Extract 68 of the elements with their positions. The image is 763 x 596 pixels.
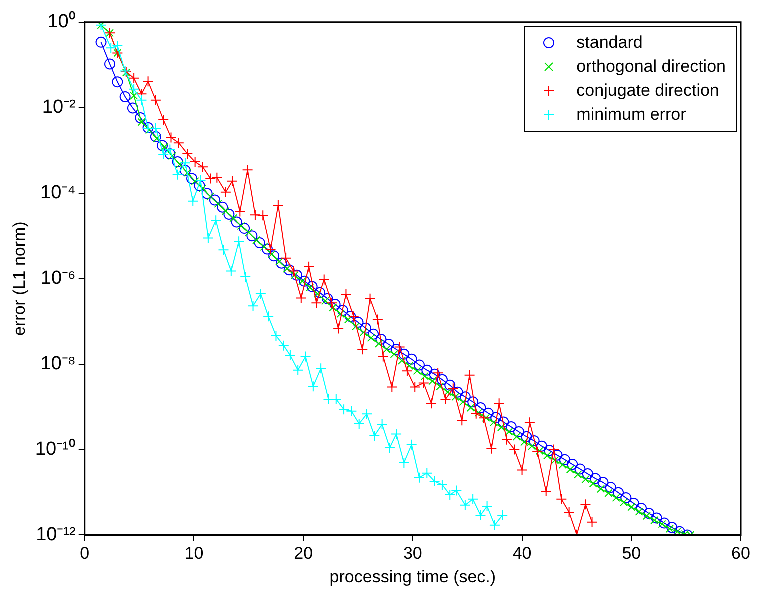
point [482, 500, 493, 512]
point [414, 472, 425, 484]
point [292, 364, 304, 376]
point [263, 311, 274, 322]
point [497, 510, 508, 521]
point [489, 520, 500, 531]
point [240, 272, 252, 283]
point [284, 350, 296, 362]
point [106, 42, 117, 54]
point [202, 232, 214, 244]
point [451, 485, 462, 496]
x-tick-label: 0 [80, 544, 90, 564]
point [376, 418, 388, 430]
y-tick-label: 10⁻⁸ [40, 354, 76, 374]
point [354, 418, 365, 430]
point [278, 340, 290, 352]
legend-label: standard [576, 32, 643, 54]
point [429, 476, 440, 488]
point [164, 144, 176, 156]
x-tick-label: 20 [294, 544, 314, 564]
point [468, 494, 479, 505]
y-tick-label: 10⁻⁴ [40, 182, 76, 204]
point [406, 439, 418, 450]
point [436, 479, 448, 490]
x-tick-label: 10 [184, 544, 204, 564]
point [460, 500, 471, 511]
point [234, 236, 245, 248]
x-axis-title: processing time (sec.) [330, 567, 496, 586]
legend-label: minimum error [576, 104, 686, 126]
point [384, 442, 396, 454]
point [136, 94, 148, 106]
point [362, 408, 372, 420]
point [255, 288, 266, 300]
x-tick-label: 40 [512, 544, 532, 564]
y-tick-label: 10⁻⁶ [40, 268, 76, 290]
point [180, 158, 191, 169]
point [398, 457, 410, 468]
y-tick-label: 10⁻¹⁰ [35, 438, 76, 460]
point [346, 406, 358, 417]
legend-label: conjugate direction [576, 80, 720, 102]
point [369, 430, 380, 442]
legend-label: orthogonal direction [576, 56, 726, 78]
point [444, 490, 456, 501]
point [422, 468, 433, 479]
y-tick-label: 10⁰ [48, 10, 76, 33]
point [218, 244, 230, 256]
point [338, 404, 350, 416]
point [172, 169, 184, 180]
point [188, 196, 199, 207]
point [158, 149, 170, 160]
point [195, 174, 206, 186]
point [300, 351, 312, 362]
point [308, 381, 319, 392]
point [210, 215, 222, 226]
y-tick-label: 10⁻² [42, 97, 76, 118]
point [112, 40, 124, 52]
x-tick-label: 50 [622, 544, 642, 564]
y-tick-label: 10⁻¹² [36, 524, 76, 546]
point [475, 510, 486, 521]
x-tick-label: 30 [403, 544, 422, 564]
point [248, 300, 259, 312]
point [316, 363, 327, 374]
point [270, 330, 282, 342]
point [128, 84, 140, 95]
y-axis-title: error (L1 norm) [10, 222, 29, 336]
point [391, 428, 402, 440]
point [226, 266, 237, 277]
x-tick-label: 60 [732, 544, 750, 564]
